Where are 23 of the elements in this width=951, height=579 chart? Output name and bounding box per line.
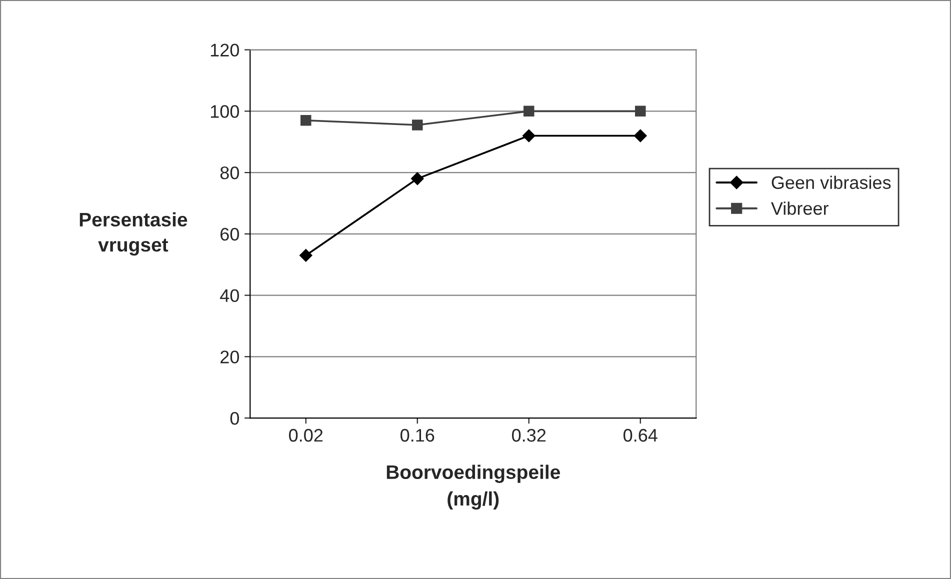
y-tick-label: 80 (220, 166, 239, 180)
x-tick-label: 0.16 (400, 428, 434, 442)
x-tick-label: 0.64 (624, 428, 658, 442)
legend-label: Vibreer (770, 202, 828, 215)
y-axis-title: Persentasie vrugset (80, 212, 188, 256)
y-tick-label: 100 (210, 105, 239, 118)
point (523, 106, 534, 117)
legend-label: Geen vibrasies (772, 176, 891, 190)
point (634, 129, 647, 142)
x-tick-label: 0.02 (289, 428, 323, 442)
point (299, 248, 312, 262)
x-tick-label: 0.32 (512, 428, 546, 442)
point (412, 120, 423, 130)
y-tick-label: 20 (220, 350, 239, 364)
y-tick-label: 40 (220, 289, 239, 302)
y-tick-label: 120 (210, 44, 239, 57)
point (635, 106, 646, 117)
point (410, 172, 424, 186)
point (522, 129, 536, 142)
y-tick-label: 0 (230, 412, 239, 425)
point (300, 114, 312, 126)
y-tick-label: 60 (220, 228, 239, 241)
x-axis-title: Boorvoedingspeile (mg/l) (386, 464, 560, 510)
